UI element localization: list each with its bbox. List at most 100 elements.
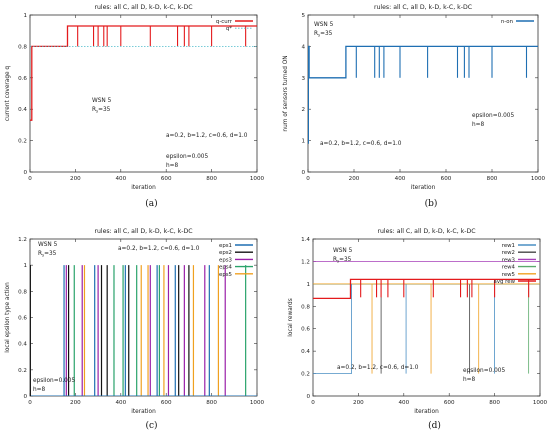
y-tick-label: 1.2 [301,259,310,265]
annotation-part: R [333,257,337,263]
annotation-part: =35 [44,251,57,257]
y-tick-label: 0 [23,394,27,400]
chart-panel-2: rules: all C, all D, k-D, k-C, k-DC 0 200 4… [283,4,546,191]
annotation-part: R [314,31,318,37]
x-tick-label: 800 [487,176,498,182]
legend-label: avg rew [494,279,516,285]
y-tick-label: 0.8 [301,304,310,310]
x-tick-label: 400 [115,400,126,406]
y-tick-label: 1.4 [301,237,310,243]
legend-label: eps5 [219,272,232,278]
annotation-part: R [38,251,42,257]
series-line-n-on [308,45,538,79]
y-axis-label: num of sensors turned ON [283,55,289,131]
panel-caption: (a) [145,198,157,209]
y-tick-label: 2 [301,107,305,113]
annotation-part: =35 [98,107,111,113]
x-tick-label: 600 [161,176,172,182]
x-tick-label: 0 [28,176,32,182]
annotation-part: =35 [320,31,333,37]
y-tick-label: 0.8 [18,44,27,50]
chart-panel-1: rules: all C, all D, k-D, k-C, k-DC 0 200 4… [5,4,265,191]
panel-caption: (c) [145,420,157,431]
y-tick-label: 0.6 [18,316,27,322]
legend: n-on [501,19,534,25]
y-tick-label: 0 [301,170,305,176]
legend-label: rew4 [502,265,516,271]
x-tick-label: 1000 [533,400,548,406]
x-tick-label: 600 [444,400,455,406]
annotation-part: R [92,107,96,113]
chart-panel-3: rules: all C, all D, k-D, k-C, k-DC 0 200 4… [5,228,265,415]
legend-label: rew1 [502,243,515,249]
annotation: epsilon=0.005 [472,113,514,119]
annotation: a=0.2, b=1.2, c=0.6, d=1.0 [337,365,419,371]
series-line-q-curr [30,25,257,121]
plot-frame [29,14,258,173]
y-tick-label: 0.2 [18,368,27,374]
panel-caption: (d) [428,420,441,431]
y-tick-label: 0.8 [18,289,27,295]
chart-panel-4: rules: all C, all D, k-D, k-C, k-DC 0 200 4… [288,228,548,415]
annotation: WSN 5 [38,242,58,248]
x-tick-label: 1000 [250,400,265,406]
series-group [308,45,538,144]
annotation-part: =35 [339,257,352,263]
legend-label: n-on [501,19,513,25]
annotation: epsilon=0.005 [33,378,75,384]
x-tick-label: 200 [70,400,81,406]
y-tick-label: 0.2 [18,139,27,145]
annotation: Rs=35 [314,31,333,38]
annotation: WSN 5 [92,98,112,104]
y-tick-label: 0 [306,394,310,400]
annotation: h=8 [463,377,476,383]
chart-title: rules: all C, all D, k-D, k-C, k-DC [94,4,192,11]
x-axis-label: iteration [414,409,439,415]
annotation: h=8 [33,387,46,393]
plot-frame [312,238,541,397]
legend-label: eps4 [219,265,233,271]
annotation-subscript: s [337,259,339,264]
series-group [313,260,540,375]
annotation: Rs=35 [333,257,352,264]
y-tick-label: 1.2 [18,237,27,243]
x-tick-label: 0 [306,176,310,182]
y-tick-label: 0.2 [301,372,310,378]
y-tick-label: 0.4 [18,342,27,348]
legend-label: eps1 [219,243,232,249]
y-tick-label: 0.4 [301,349,310,355]
annotation-subscript: s [318,33,320,38]
annotation: a=0.2, b=1.2, c=0.6, d=1.0 [118,246,200,252]
chart-title: rules: all C, all D, k-D, k-C, k-DC [94,228,192,235]
y-tick-label: 0.6 [18,76,27,82]
plot-frame [307,14,539,173]
x-tick-label: 800 [206,176,217,182]
legend-label: rew3 [502,257,515,263]
x-tick-label: 800 [206,400,217,406]
chart-title: rules: all C, all D, k-D, k-C, k-DC [374,4,472,11]
x-tick-label: 600 [161,400,172,406]
annotation: Rs=35 [92,107,111,114]
series-line-avg rew [313,278,540,300]
series-group [30,25,257,121]
y-tick-label: 0 [23,170,27,176]
y-tick-label: 4 [301,44,305,50]
annotation: WSN 5 [333,248,353,254]
annotation: epsilon=0.005 [166,154,208,160]
legend-label: q* [226,26,232,32]
annotation: a=0.2, b=1.2, c=0.6, d=1.0 [166,133,248,139]
annotation: h=8 [472,122,485,128]
y-axis-label: current coverage q [5,66,11,122]
series-group [30,265,257,396]
y-tick-label: 0.4 [18,107,27,113]
x-tick-label: 600 [441,176,452,182]
annotation-subscript: s [96,109,98,114]
legend-label: rew2 [502,250,515,256]
legend-label: q-curr [216,19,233,25]
y-axis-label: local epsilon type action [5,282,11,353]
y-tick-label: 0.6 [301,327,310,333]
x-tick-label: 800 [489,400,500,406]
